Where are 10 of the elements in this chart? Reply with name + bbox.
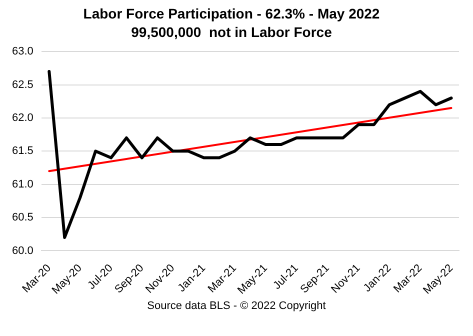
y-tick-label: 63.0 — [12, 46, 34, 58]
y-tick-label: 60.5 — [12, 212, 34, 224]
y-tick-label: 61.5 — [12, 145, 34, 158]
y-tick-label: 62.0 — [12, 112, 34, 124]
y-tick-label: 60.0 — [12, 244, 34, 257]
y-tick-label: 61.0 — [12, 178, 34, 190]
y-tick-label: 62.5 — [12, 78, 34, 91]
source-note: Source data BLS - © 2022 Copyright — [146, 300, 327, 312]
chart-subtitle: 99,500,000 not in Labor Force — [131, 24, 332, 40]
chart-title: Labor Force Participation - 62.3% - May 2022 — [83, 5, 380, 22]
